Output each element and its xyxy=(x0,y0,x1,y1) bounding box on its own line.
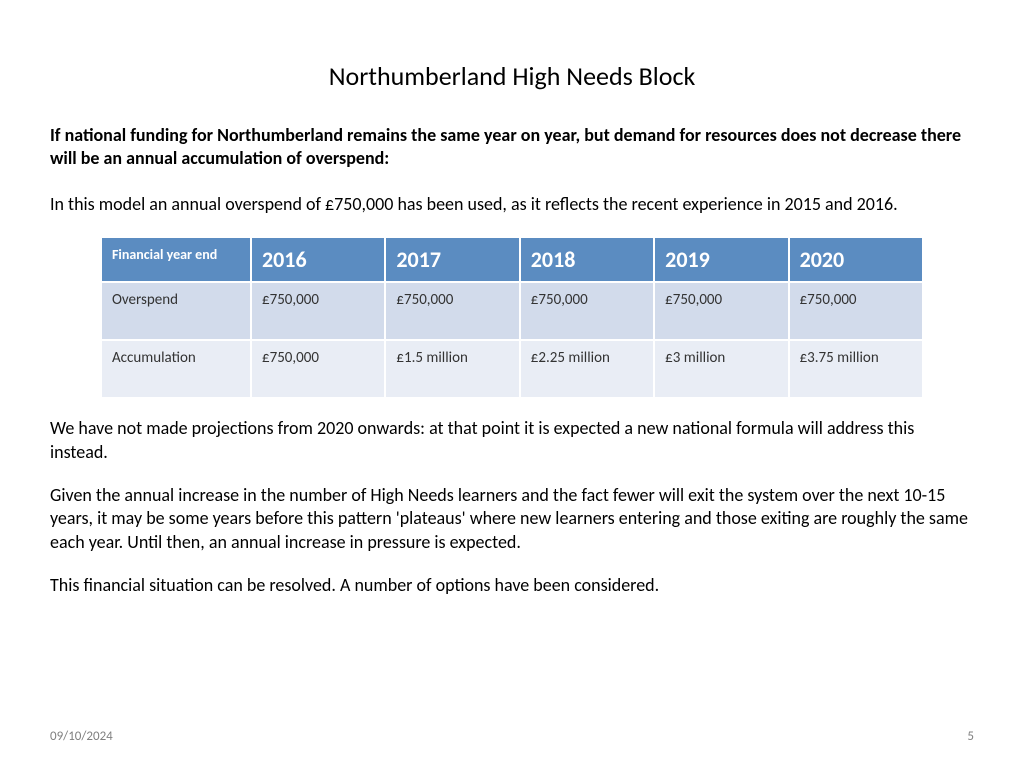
table-cell: £3 million xyxy=(654,340,788,398)
financial-table: Financial year end20162017201820192020 O… xyxy=(100,236,924,399)
table-corner-label: Financial year end xyxy=(101,237,251,282)
table-year-header: 2018 xyxy=(520,237,654,282)
slide-footer: 09/10/2024 5 xyxy=(50,729,974,744)
intro-bold-paragraph: If national funding for Northumberland r… xyxy=(50,124,974,171)
table-year-header: 2017 xyxy=(385,237,519,282)
table-cell: £750,000 xyxy=(251,340,385,398)
table-cell: £750,000 xyxy=(789,282,923,340)
table-body: Overspend£750,000£750,000£750,000£750,00… xyxy=(101,282,923,398)
table-cell: £3.75 million xyxy=(789,340,923,398)
table-cell: £750,000 xyxy=(520,282,654,340)
table-row-label: Overspend xyxy=(101,282,251,340)
table-cell: £2.25 million xyxy=(520,340,654,398)
table-year-header: 2019 xyxy=(654,237,788,282)
table-cell: £750,000 xyxy=(385,282,519,340)
paragraph-projections: We have not made projections from 2020 o… xyxy=(50,417,974,464)
slide-title: Northumberland High Needs Block xyxy=(50,60,974,92)
table-header-row: Financial year end20162017201820192020 xyxy=(101,237,923,282)
table-row: Accumulation£750,000£1.5 million£2.25 mi… xyxy=(101,340,923,398)
intro-paragraph: In this model an annual overspend of £75… xyxy=(50,193,974,216)
table-year-header: 2020 xyxy=(789,237,923,282)
footer-date: 09/10/2024 xyxy=(50,729,113,744)
table-cell: £1.5 million xyxy=(385,340,519,398)
table-year-header: 2016 xyxy=(251,237,385,282)
table-cell: £750,000 xyxy=(654,282,788,340)
paragraph-pressure: Given the annual increase in the number … xyxy=(50,484,974,554)
table-container: Financial year end20162017201820192020 O… xyxy=(50,236,974,399)
slide: Northumberland High Needs Block If natio… xyxy=(0,0,1024,768)
table-cell: £750,000 xyxy=(251,282,385,340)
footer-page-number: 5 xyxy=(967,729,974,744)
table-row: Overspend£750,000£750,000£750,000£750,00… xyxy=(101,282,923,340)
table-row-label: Accumulation xyxy=(101,340,251,398)
paragraph-resolution: This financial situation can be resolved… xyxy=(50,574,974,597)
